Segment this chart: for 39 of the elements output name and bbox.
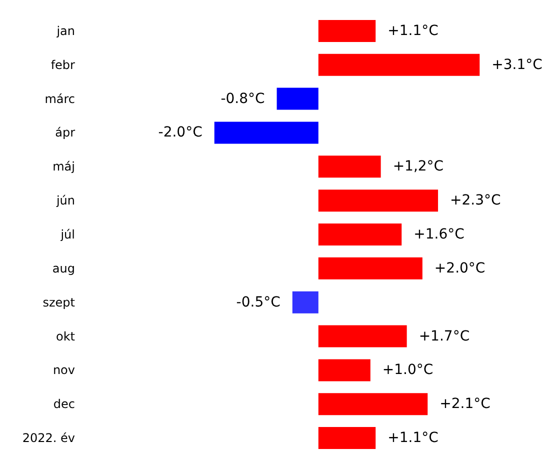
y-tick-label: júl [60,228,75,242]
bar [318,393,428,416]
data-label: +1.6°C [414,226,465,242]
data-label: +1,2°C [392,158,444,175]
data-label: -0.8°C [220,90,266,107]
y-tick-label: 2022. év [22,431,75,446]
data-label: +3.1°C [492,56,543,73]
data-label: +1.7°C [418,328,470,344]
data-label: -2.0°C [158,124,203,141]
y-tick-label: márc [44,92,75,106]
bar [318,190,438,212]
y-tick-label: ápr [55,126,76,140]
y-tick-label: jan [56,24,75,38]
y-tick-label: okt [56,329,76,344]
data-label: +2.1°C [440,396,491,412]
bar [318,224,402,246]
y-tick-label: febr [50,58,76,72]
y-tick-label: máj [52,160,75,174]
data-label: +1.1°C [388,22,439,39]
bar [318,156,381,178]
bar [318,359,370,382]
bar [318,54,480,76]
bar [318,257,422,280]
data-label: -0.5°C [236,294,281,310]
bar [318,325,407,348]
data-label: +1.1°C [388,430,439,446]
bar [214,122,318,144]
bar [292,291,318,314]
bar [318,427,376,450]
bar [276,88,318,110]
y-tick-label: dec [53,397,75,412]
bar [318,20,376,42]
data-label: +2.3°C [450,192,502,209]
y-tick-label: jún [55,194,75,208]
data-label: +2.0°C [434,260,486,276]
y-tick-label: aug [52,261,75,276]
y-tick-label: szept [42,295,76,310]
data-label: +1.0°C [382,362,434,378]
y-tick-label: nov [52,363,75,378]
